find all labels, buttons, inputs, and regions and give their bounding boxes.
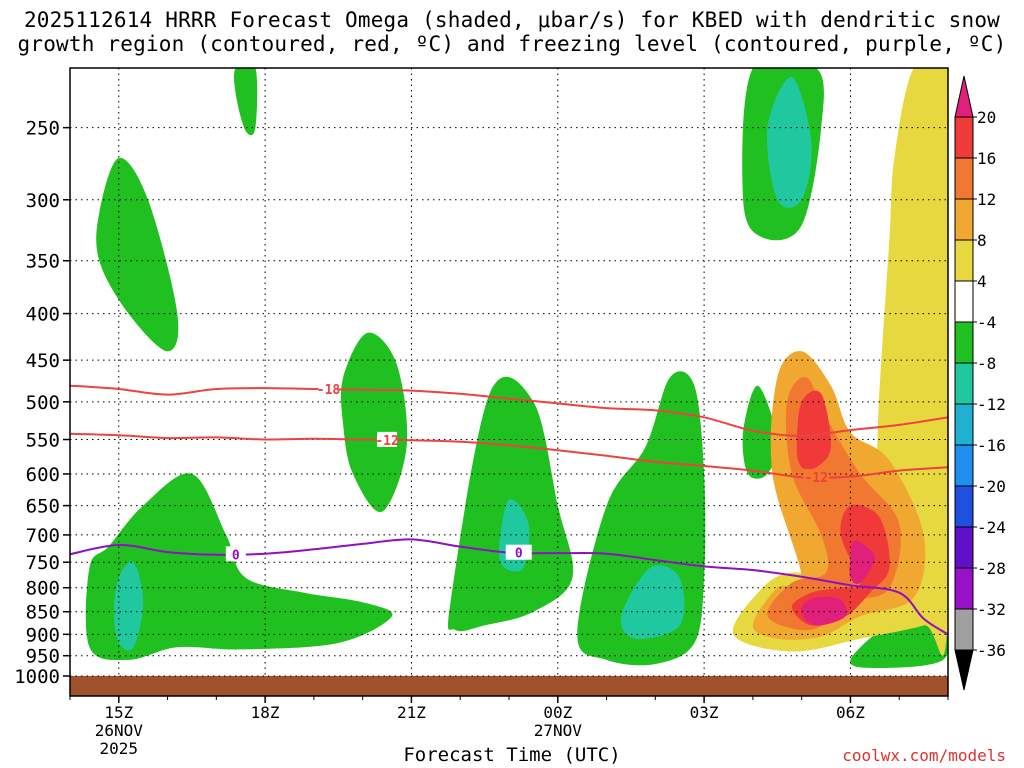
x-tick-label-18Z: 18Z <box>251 703 280 722</box>
colorbar-segment-3 <box>954 239 974 282</box>
y-tick-label-450: 450 <box>26 350 60 372</box>
colorbar-segment-9 <box>954 485 974 528</box>
contour-line-0 <box>70 384 948 437</box>
y-tick-label-950: 950 <box>26 646 60 668</box>
contour-label-bg-1 <box>377 431 398 447</box>
y-tick-label-750: 750 <box>26 552 60 574</box>
colorbar-segment-10 <box>954 526 974 569</box>
x-tick-label-21Z: 21Z <box>397 703 426 722</box>
omega-region-2 <box>233 68 258 136</box>
omega-region-1 <box>96 157 179 352</box>
colorbar-label-13: -36 <box>977 641 1006 660</box>
x-tick-label-03Z: 03Z <box>690 703 719 722</box>
colorbar-top-arrow <box>954 75 974 118</box>
colorbar-segment-0 <box>954 116 974 159</box>
omega-region-12 <box>766 76 812 208</box>
colorbar: 20 16 12 8 4 -4 -8 -12 -16 -20 -24 -28 -32 -36 <box>954 75 1006 691</box>
contour-line-2 <box>70 538 948 636</box>
omega-shading <box>85 68 948 668</box>
x-axis-label: Forecast Time (UTC) <box>403 744 621 766</box>
colorbar-segment-6 <box>954 362 974 405</box>
title-line-2: growth region (contoured, red, ºC) and f… <box>17 32 1007 56</box>
colorbar-segment-12 <box>954 608 974 651</box>
colorbar-segment-2 <box>954 198 974 241</box>
y-tick-label-1000: 1000 <box>14 666 60 688</box>
contour-label2-2: 0 <box>515 547 523 562</box>
contour-label-0: -18 <box>317 383 341 398</box>
y-tick-label-550: 550 <box>26 430 60 452</box>
contour-label-bg-0 <box>318 381 339 397</box>
colorbar-label-6: -8 <box>977 354 996 373</box>
colorbar-segment-5 <box>954 321 974 364</box>
colorbar-label-10: -24 <box>977 518 1006 537</box>
y-tick-label-700: 700 <box>26 525 60 547</box>
colorbar-label-11: -28 <box>977 559 1006 578</box>
y-tick-label-650: 650 <box>26 496 60 518</box>
omega-region-0 <box>85 473 393 661</box>
colorbar-segment-4 <box>954 280 974 323</box>
colorbar-segment-1 <box>954 157 974 200</box>
y-tick-label-250: 250 <box>26 118 60 140</box>
colorbar-label-4: 4 <box>977 272 987 291</box>
colorbar-segment-11 <box>954 567 974 610</box>
y-tick-label-400: 400 <box>26 304 60 326</box>
omega-region-10 <box>620 564 685 639</box>
colorbar-segment-7 <box>954 403 974 446</box>
colorbar-label-12: -32 <box>977 600 1006 619</box>
ground-band <box>70 676 948 696</box>
x-tick-label-00Z: 00Z <box>543 703 572 722</box>
contour-label-bg2-2 <box>505 544 532 560</box>
y-tick-label-850: 850 <box>26 602 60 624</box>
y-tick-label-300: 300 <box>26 190 60 212</box>
contour-label-1: -12 <box>375 434 398 449</box>
x-tick-sublabel2-15Z: 2025 <box>100 739 139 758</box>
colorbar-label-8: -16 <box>977 436 1006 455</box>
colorbar-bottom-arrow <box>954 649 974 691</box>
contour-label2-1: -12 <box>805 471 828 486</box>
colorbar-label-0: 20 <box>977 108 996 127</box>
colorbar-segment-8 <box>954 444 974 487</box>
y-tick-label-350: 350 <box>26 251 60 273</box>
y-tick-label-800: 800 <box>26 578 60 600</box>
chart-title: 2025112614 HRRR Forecast Omega (shaded, … <box>0 8 1024 56</box>
title-line-1: 2025112614 HRRR Forecast Omega (shaded, … <box>23 8 1001 32</box>
omega-region-17 <box>796 390 831 470</box>
x-tick-sublabel-00Z: 27NOV <box>534 721 583 740</box>
omega-region-16 <box>791 504 890 626</box>
omega-region-3 <box>340 332 408 513</box>
contour-label-bg2-1 <box>803 469 830 485</box>
gridlines <box>70 68 948 677</box>
colorbar-label-9: -20 <box>977 477 1006 496</box>
y-tick-label-900: 900 <box>26 624 60 646</box>
x-tick-label-06Z: 06Z <box>836 703 865 722</box>
contour-label-2: 0 <box>232 548 240 563</box>
x-tick-label-15Z: 15Z <box>104 703 133 722</box>
y-tick-label-500: 500 <box>26 392 60 414</box>
y-axis: 2503003504004505005506006507007508008509… <box>14 118 70 688</box>
colorbar-label-2: 12 <box>977 190 996 209</box>
colorbar-label-7: -12 <box>977 395 1006 414</box>
colorbar-label-1: 16 <box>977 149 996 168</box>
x-tick-sublabel-15Z: 26NOV <box>95 721 144 740</box>
y-tick-label-600: 600 <box>26 464 60 486</box>
credit-link[interactable]: coolwx.com/models <box>842 746 1006 765</box>
colorbar-label-5: -4 <box>977 313 996 332</box>
contour-lines: -18 -12 -12 0 0 <box>70 381 948 636</box>
colorbar-label-3: 8 <box>977 231 987 250</box>
contour-label-bg-2 <box>225 546 246 562</box>
omega-region-9 <box>113 561 144 651</box>
contour-line-1 <box>70 432 948 479</box>
